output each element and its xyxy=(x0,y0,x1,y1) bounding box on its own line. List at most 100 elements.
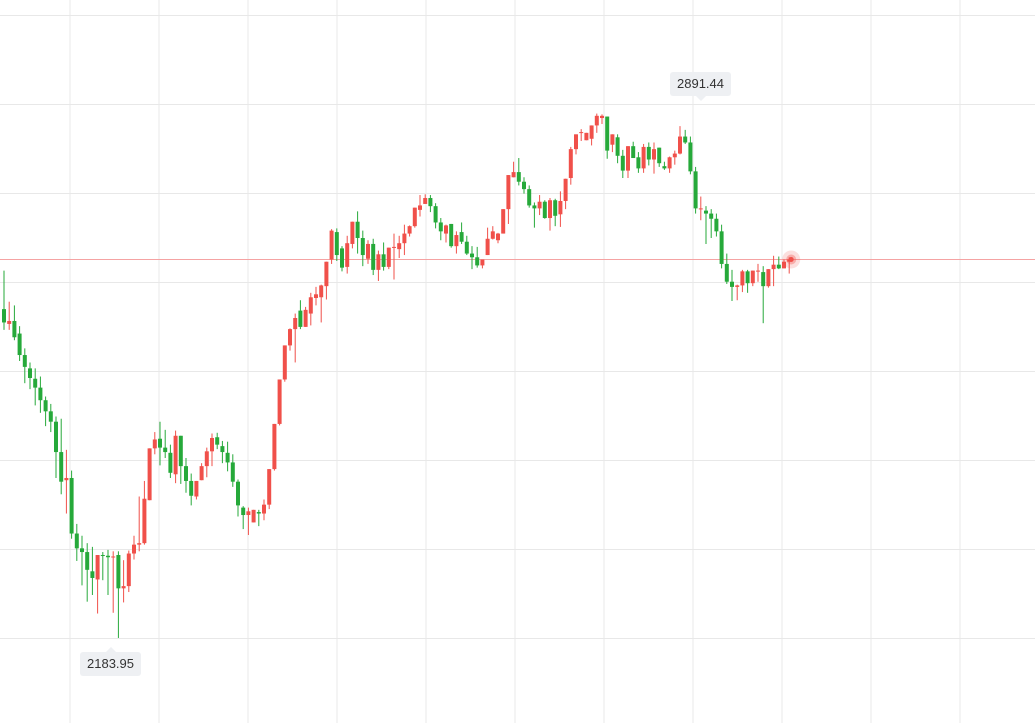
candle-body xyxy=(594,115,599,126)
candle-body xyxy=(199,466,204,481)
candle-body xyxy=(657,147,662,164)
candle-body xyxy=(745,271,750,284)
candle xyxy=(85,543,90,602)
candle-body xyxy=(709,213,714,219)
candle-body xyxy=(438,222,443,232)
candle xyxy=(683,129,688,144)
candle-body xyxy=(251,509,256,523)
candle xyxy=(152,432,157,455)
candle-body xyxy=(95,555,100,580)
candle-body xyxy=(334,232,339,256)
candle xyxy=(22,348,27,384)
current-price-marker xyxy=(782,250,801,269)
candle-body xyxy=(277,379,282,424)
candle xyxy=(454,231,459,254)
candle xyxy=(402,224,407,256)
candle xyxy=(464,235,469,256)
candle xyxy=(64,449,69,514)
candle-body xyxy=(418,205,422,210)
candle-body xyxy=(345,243,350,267)
candle-body xyxy=(267,469,272,505)
candle xyxy=(314,286,318,306)
candle xyxy=(43,396,48,427)
candle-body xyxy=(204,451,209,467)
candle xyxy=(615,134,620,164)
candle xyxy=(719,224,724,269)
candle xyxy=(735,284,740,301)
candle xyxy=(646,142,651,166)
candle xyxy=(563,178,568,210)
candle-body xyxy=(142,498,147,544)
candle xyxy=(724,253,729,284)
candle-body xyxy=(366,243,370,259)
candle-body xyxy=(428,198,433,207)
candle xyxy=(418,195,422,217)
candle-body xyxy=(298,310,303,327)
candle xyxy=(158,421,162,466)
candle xyxy=(761,266,766,324)
candle-body xyxy=(350,221,355,244)
candle xyxy=(490,226,495,240)
candle-body xyxy=(262,504,266,514)
candle xyxy=(397,235,402,259)
candle xyxy=(48,403,53,433)
candle-body xyxy=(719,231,724,264)
candle-body xyxy=(423,198,428,204)
candle xyxy=(730,269,734,301)
candle xyxy=(672,150,677,165)
candle xyxy=(667,156,672,173)
candle xyxy=(267,469,272,510)
candle-body xyxy=(766,269,771,287)
candle xyxy=(303,306,308,327)
candle xyxy=(319,284,324,323)
candle-body xyxy=(392,246,396,248)
candle xyxy=(350,221,355,249)
candle xyxy=(745,269,750,293)
candle xyxy=(80,535,84,586)
candle-body xyxy=(288,329,292,346)
candle xyxy=(381,242,386,271)
pulse-dot xyxy=(788,256,794,262)
low-price-label: 2183.95 xyxy=(80,647,141,676)
candle xyxy=(626,146,630,179)
candle-body xyxy=(542,201,547,219)
candle xyxy=(137,496,142,552)
candle xyxy=(766,269,771,288)
candle xyxy=(173,430,178,484)
candle xyxy=(33,368,38,406)
candle xyxy=(444,224,448,243)
candle-body xyxy=(329,230,334,260)
candle xyxy=(496,232,500,244)
candle-body xyxy=(704,210,708,214)
candle xyxy=(480,259,485,269)
candle-body xyxy=(303,309,308,327)
candle-body xyxy=(496,233,500,241)
candle xyxy=(95,555,100,614)
candle xyxy=(449,223,454,248)
candle-body xyxy=(74,533,79,549)
candle-body xyxy=(678,136,682,154)
candle-body xyxy=(324,261,329,287)
candle xyxy=(714,213,719,237)
candle xyxy=(126,550,131,593)
candle-body xyxy=(610,134,615,145)
candle-body xyxy=(459,232,464,242)
candle xyxy=(334,228,339,261)
candle-body xyxy=(152,439,157,449)
candle xyxy=(225,441,230,472)
candle xyxy=(74,523,79,561)
candle xyxy=(360,230,365,267)
candle xyxy=(54,416,58,478)
candle xyxy=(194,480,199,500)
candle-body xyxy=(12,320,17,338)
candle-body xyxy=(225,452,230,463)
candle-body xyxy=(641,146,646,169)
candle xyxy=(59,418,64,495)
candle-body xyxy=(64,477,69,481)
candle xyxy=(698,196,703,221)
candle-body xyxy=(646,146,651,160)
candle-body xyxy=(589,125,594,139)
candle xyxy=(392,233,396,280)
candle xyxy=(688,136,693,175)
candle-body xyxy=(100,555,105,557)
